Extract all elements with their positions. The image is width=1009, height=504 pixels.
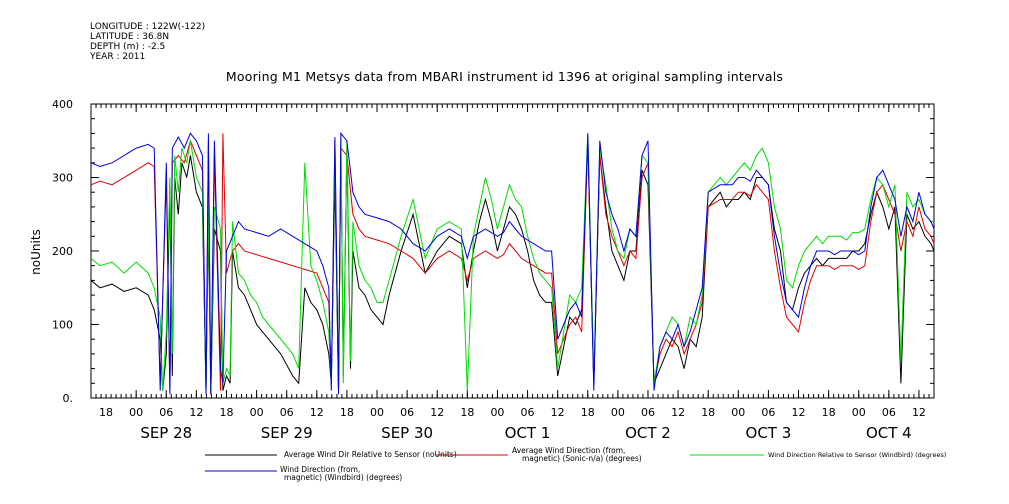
series-line-2 — [90, 133, 935, 395]
x-date-label: OCT 4 — [866, 424, 912, 442]
x-hour-label: 12 — [551, 406, 565, 419]
x-hour-label: 18 — [822, 406, 836, 419]
x-hour-label: 06 — [882, 406, 896, 419]
chart-title: Mooring M1 Metsys data from MBARI instru… — [225, 69, 784, 84]
x-date-label: SEP 28 — [140, 424, 192, 442]
x-hour-label: 12 — [189, 406, 203, 419]
x-hour-label: 12 — [792, 406, 806, 419]
y-tick-label: 300 — [52, 172, 73, 185]
series-line-4 — [90, 132, 935, 395]
legend-item-2: Average Wind Direction (from, magnetic) … — [512, 447, 642, 463]
x-hour-label: 00 — [731, 406, 745, 419]
legend-item-1: Average Wind Dir Relative to Sensor (noU… — [284, 451, 457, 459]
y-axis-label: noUnits — [29, 229, 43, 275]
x-hour-label: 06 — [521, 406, 535, 419]
legend-label-1: Average Wind Dir Relative to Sensor (noU… — [284, 450, 457, 459]
year-label: YEAR : 2011 — [90, 52, 146, 62]
x-hour-label: 18 — [99, 406, 113, 419]
y-tick-label: 100 — [52, 319, 73, 332]
legend-label-4b: magnetic) (Windbird) (degrees) — [284, 473, 403, 482]
x-hour-label: 12 — [912, 406, 926, 419]
longitude-label: LONGITUDE : 122W(-122) — [90, 22, 206, 32]
x-date-label: OCT 2 — [625, 424, 671, 442]
x-hour-label: 18 — [460, 406, 474, 419]
x-hour-label: 18 — [701, 406, 715, 419]
legend-label-2b: magnetic) (Sonic-n/a) (degrees) — [522, 454, 642, 463]
x-hour-label: 12 — [310, 406, 324, 419]
legend-lines — [205, 454, 764, 472]
x-hour-label: 12 — [671, 406, 685, 419]
x-hour-label: 06 — [280, 406, 294, 419]
x-date-label: SEP 30 — [381, 424, 433, 442]
x-date-label: OCT 3 — [746, 424, 792, 442]
chart-axes: 00 06 12 18 00 06 12 18 00 06 12 18 00 06 12 18 00 06 12 18… — [52, 98, 935, 442]
legend-label-4a: Wind Direction (from, — [280, 465, 361, 474]
y-tick-label: 400 — [52, 98, 73, 111]
latitude-label: LATITUDE : 36.8N — [90, 32, 170, 42]
x-hour-label: 06 — [761, 406, 775, 419]
legend-item-4: Wind Direction (from, magnetic) (Windbir… — [280, 466, 402, 482]
y-tick-label: 200 — [52, 245, 73, 258]
legend-label-2a: Average Wind Direction (from, — [512, 446, 626, 455]
x-hour-label: 06 — [159, 406, 173, 419]
series-line-3 — [90, 133, 934, 395]
depth-label: DEPTH (m) : -2.5 — [90, 42, 166, 52]
x-hour-label: 06 — [400, 406, 414, 419]
x-date-label: SEP 29 — [261, 424, 313, 442]
x-hour-label: 00 — [129, 406, 143, 419]
y-tick-label: 0. — [63, 392, 74, 405]
x-hour-label: 06 — [641, 406, 655, 419]
metadata-block: LONGITUDE : 122W(-122) LATITUDE : 36.8N … — [90, 22, 205, 62]
chart-series-layer — [90, 132, 935, 395]
x-hour-label: 00 — [852, 406, 866, 419]
x-hour-label: 00 — [250, 406, 264, 419]
x-date-label: OCT 1 — [505, 424, 551, 442]
legend-label-3: Wind Direction Relative to Sensor (Windb… — [768, 451, 947, 459]
x-hour-label: 12 — [430, 406, 444, 419]
x-hour-label: 18 — [340, 406, 354, 419]
x-hour-label: 00 — [611, 406, 625, 419]
x-hour-label: 18 — [219, 406, 233, 419]
x-hour-label: 18 — [581, 406, 595, 419]
x-hour-label: 00 — [370, 406, 384, 419]
legend-item-3: Wind Direction Relative to Sensor (Windb… — [768, 451, 946, 459]
x-hour-label: 00 — [490, 406, 504, 419]
